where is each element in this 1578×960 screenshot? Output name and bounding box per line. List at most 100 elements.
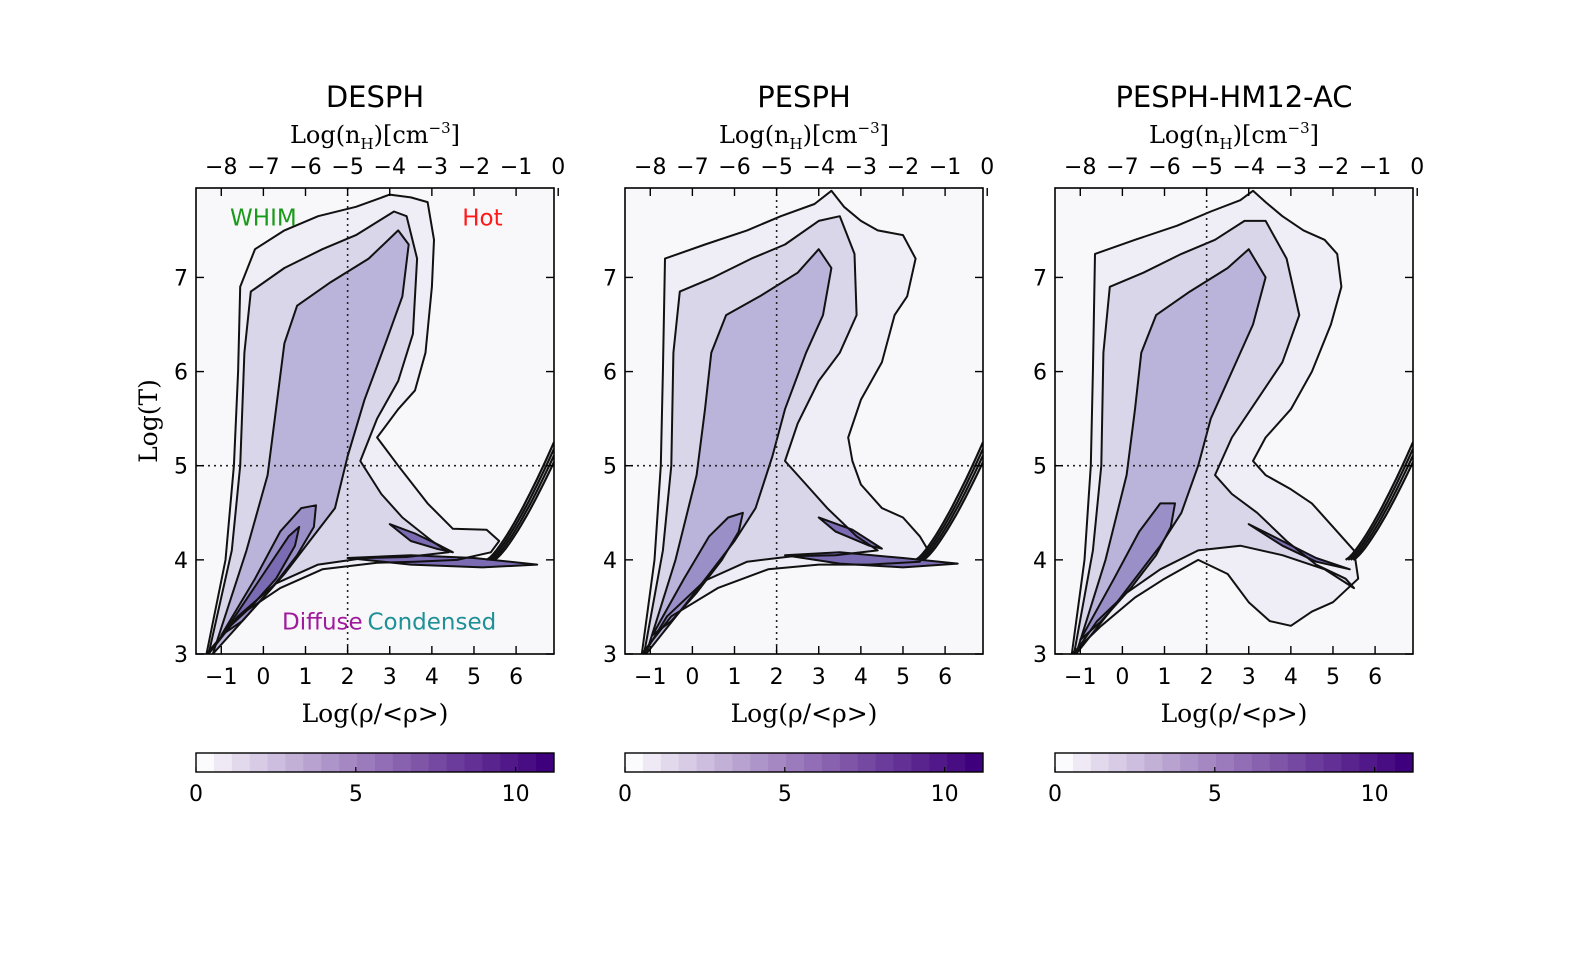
colorbar-segment	[446, 753, 465, 772]
top-tick-label: −2	[1317, 155, 1349, 180]
condensed-track-4	[493, 461, 554, 561]
x-tick-label: 0	[256, 665, 270, 690]
top-tick-label: −1	[500, 155, 532, 180]
condensed-track-3	[491, 454, 554, 561]
top-tick-label: −4	[1233, 155, 1265, 180]
region-label: WHIM	[230, 206, 297, 232]
y-tick-label: 6	[174, 361, 188, 386]
colorbar-segment	[1305, 753, 1324, 772]
x-tick-label: 6	[1368, 665, 1382, 690]
contour-group	[1070, 189, 1413, 654]
colorbar-segment	[660, 753, 680, 772]
condensed-track-1	[485, 441, 554, 561]
x-tick-label: 5	[1326, 665, 1340, 690]
x-tick-label: 0	[685, 665, 699, 690]
top-tick-label: −2	[887, 155, 919, 180]
contour-line-4	[651, 511, 744, 637]
colorbar-segment	[1180, 753, 1199, 772]
colorbar-segment	[1377, 753, 1396, 772]
condensed-track-3	[920, 454, 983, 561]
colorbar-segment	[1323, 753, 1342, 772]
colorbar-segment	[786, 753, 805, 772]
y-tick-label: 4	[1033, 549, 1047, 574]
colorbar: 0 5 10	[618, 752, 984, 807]
x-tick-label: 4	[854, 665, 868, 690]
colorbar-segment	[518, 753, 537, 772]
top-tick-label: −1	[929, 155, 961, 180]
contour-line-5	[784, 551, 959, 569]
top-tick-label: −3	[416, 155, 448, 180]
colorbar-tick-label: 5	[349, 782, 363, 807]
colorbar-segment	[196, 753, 215, 772]
colorbar-segment	[1269, 753, 1289, 772]
contour-line-1	[640, 189, 930, 654]
contour-group	[640, 189, 983, 654]
top-tick-label: 0	[1410, 155, 1424, 180]
top-tick-label: −2	[458, 155, 490, 180]
x-tick-label: 6	[509, 665, 523, 690]
plot-frame	[624, 187, 984, 655]
x-axis-label: Log(ρ/<ρ>)	[1161, 699, 1308, 728]
contour-line-2	[1073, 219, 1355, 654]
top-axis-label: Log(nH)[cm−3]	[719, 119, 889, 153]
colorbar-tick-label: 10	[502, 782, 530, 807]
x-tick-label: 0	[1115, 665, 1129, 690]
y-tick-label: 3	[603, 643, 617, 668]
colorbar-segment	[732, 753, 751, 772]
colorbar-segment	[875, 753, 894, 772]
density-fill-3	[646, 249, 832, 654]
colorbar-segment	[285, 753, 304, 772]
contour-line-3	[645, 248, 833, 654]
top-tick-label: −8	[634, 155, 666, 180]
top-tick-label: −3	[845, 155, 877, 180]
top-tick-label: −7	[247, 155, 279, 180]
density-fill-3	[212, 230, 409, 654]
condensed-track-2	[1347, 448, 1413, 561]
x-tick-label: 4	[425, 665, 439, 690]
region-label: Diffuse	[282, 610, 363, 636]
y-tick-label: 3	[174, 643, 188, 668]
colorbar-segment	[1055, 753, 1074, 772]
x-tick-label: −1	[205, 665, 237, 690]
y-tick-label: 4	[174, 549, 188, 574]
plot-frame	[1054, 187, 1414, 655]
colorbar-segment	[267, 753, 286, 772]
y-axis-label: Log(T)	[134, 379, 163, 463]
y-tick-label: 7	[603, 266, 617, 291]
colorbar-tick-label: 10	[931, 782, 959, 807]
colorbar-tick-label: 5	[1208, 782, 1222, 807]
top-tick-label: −4	[803, 155, 835, 180]
contour-line-1	[1070, 189, 1360, 654]
condensed-track-2	[917, 448, 983, 561]
panel-2: −1 0 1 2 3 4 5 6 −8 −7 −6 −5 −4 −3 −2 −1 0 3 4 5 6 7 PESPH Log(…	[603, 80, 994, 807]
colorbar-segment	[857, 753, 877, 772]
y-tick-label: 6	[1033, 361, 1047, 386]
x-tick-label: 1	[728, 665, 742, 690]
y-tick-label: 6	[603, 361, 617, 386]
panel-title: PESPH-HM12-AC	[1115, 80, 1352, 114]
colorbar-segment	[965, 753, 984, 772]
colorbar-tick-label: 0	[189, 782, 203, 807]
colorbar-frame	[624, 752, 984, 773]
y-tick-label: 5	[603, 455, 617, 480]
colorbar-segment	[1234, 753, 1253, 772]
contour-group	[205, 193, 554, 654]
x-tick-label: 3	[1242, 665, 1256, 690]
x-axis-label: Log(ρ/<ρ>)	[302, 699, 449, 728]
top-tick-label: −8	[205, 155, 237, 180]
x-tick-label: 2	[341, 665, 355, 690]
colorbar-segment	[213, 753, 233, 772]
contour-line-1	[205, 193, 501, 654]
density-fill-6	[818, 517, 882, 549]
colorbar-segment	[1198, 753, 1217, 772]
contour-line-5	[1247, 523, 1351, 571]
colorbar-frame	[1054, 752, 1414, 773]
colorbar-frame	[195, 752, 555, 773]
x-tick-label: 2	[770, 665, 784, 690]
colorbar-segment	[696, 753, 715, 772]
top-tick-label: −6	[289, 155, 321, 180]
colorbar-segment	[375, 753, 394, 772]
top-axis-label: Log(nH)[cm−3]	[290, 119, 460, 153]
colorbar-segment	[1126, 753, 1145, 772]
